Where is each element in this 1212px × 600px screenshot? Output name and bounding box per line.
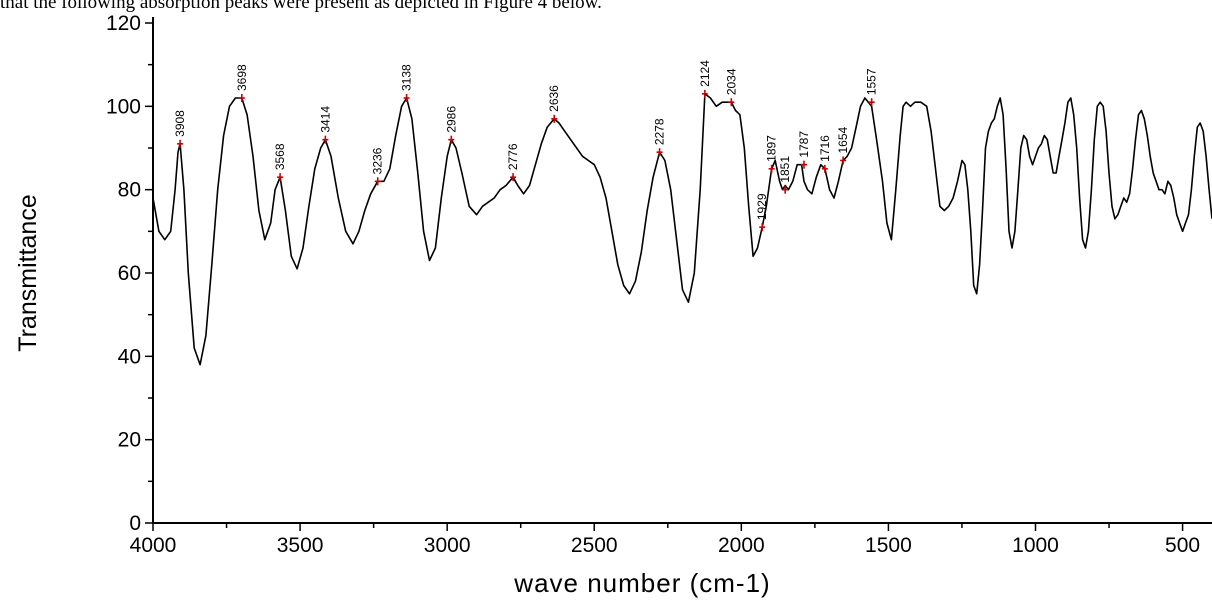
y-axis-title: Transmittance bbox=[14, 194, 42, 351]
x-tick-label: 4000 bbox=[130, 534, 177, 557]
peak-label: 1787 bbox=[797, 131, 811, 158]
x-tick-label: 3000 bbox=[424, 534, 471, 557]
peak-label: 1557 bbox=[865, 68, 879, 95]
peak-label: 2776 bbox=[506, 143, 520, 170]
peak-markers: 3908 3698 3568 3414 3236 3138 2986 2776 2636 2278… bbox=[173, 60, 879, 232]
peak-label: 2124 bbox=[698, 60, 712, 87]
peak-label: 3138 bbox=[400, 64, 414, 91]
x-tick-label: 500 bbox=[1165, 534, 1200, 557]
peak-label: 2986 bbox=[444, 106, 458, 133]
y-tick-label: 100 bbox=[106, 95, 141, 118]
peak-label: 3236 bbox=[371, 147, 385, 174]
y-tick-label: 60 bbox=[118, 262, 141, 285]
peak-label: 1851 bbox=[778, 156, 792, 183]
peak-label: 3698 bbox=[235, 64, 249, 91]
axes bbox=[152, 17, 1212, 524]
peak-label: 1929 bbox=[755, 193, 769, 220]
y-axis-ticks: 0 20 40 60 80 100 120 bbox=[106, 12, 153, 535]
x-axis-ticks: 4000 3500 3000 2500 2000 1500 1000 500 bbox=[130, 523, 1200, 557]
x-axis-title: wave number (cm-1) bbox=[513, 568, 770, 598]
peak-label: 1716 bbox=[818, 135, 832, 162]
y-tick-label: 0 bbox=[129, 512, 141, 535]
caption-text: that the following absorption peaks were… bbox=[0, 0, 602, 13]
peak-label: 3908 bbox=[173, 110, 187, 137]
peak-label: 3414 bbox=[318, 106, 332, 133]
y-tick-label: 40 bbox=[118, 345, 141, 368]
peak-label: 2034 bbox=[724, 68, 738, 95]
x-tick-label: 2000 bbox=[718, 534, 765, 557]
x-tick-label: 1000 bbox=[1012, 534, 1059, 557]
y-tick-label: 80 bbox=[118, 179, 141, 202]
peak-label: 2278 bbox=[653, 118, 667, 145]
y-tick-label: 120 bbox=[106, 12, 141, 35]
peak-label: 1654 bbox=[836, 126, 850, 153]
spectrum-line bbox=[152, 93, 1212, 366]
peak-label: 1897 bbox=[765, 135, 779, 162]
y-tick-label: 20 bbox=[118, 429, 141, 452]
x-tick-label: 3500 bbox=[277, 534, 324, 557]
x-tick-label: 2500 bbox=[571, 534, 618, 557]
peak-label: 2636 bbox=[547, 85, 561, 112]
x-tick-label: 1500 bbox=[865, 534, 912, 557]
peak-label: 3568 bbox=[273, 143, 287, 170]
